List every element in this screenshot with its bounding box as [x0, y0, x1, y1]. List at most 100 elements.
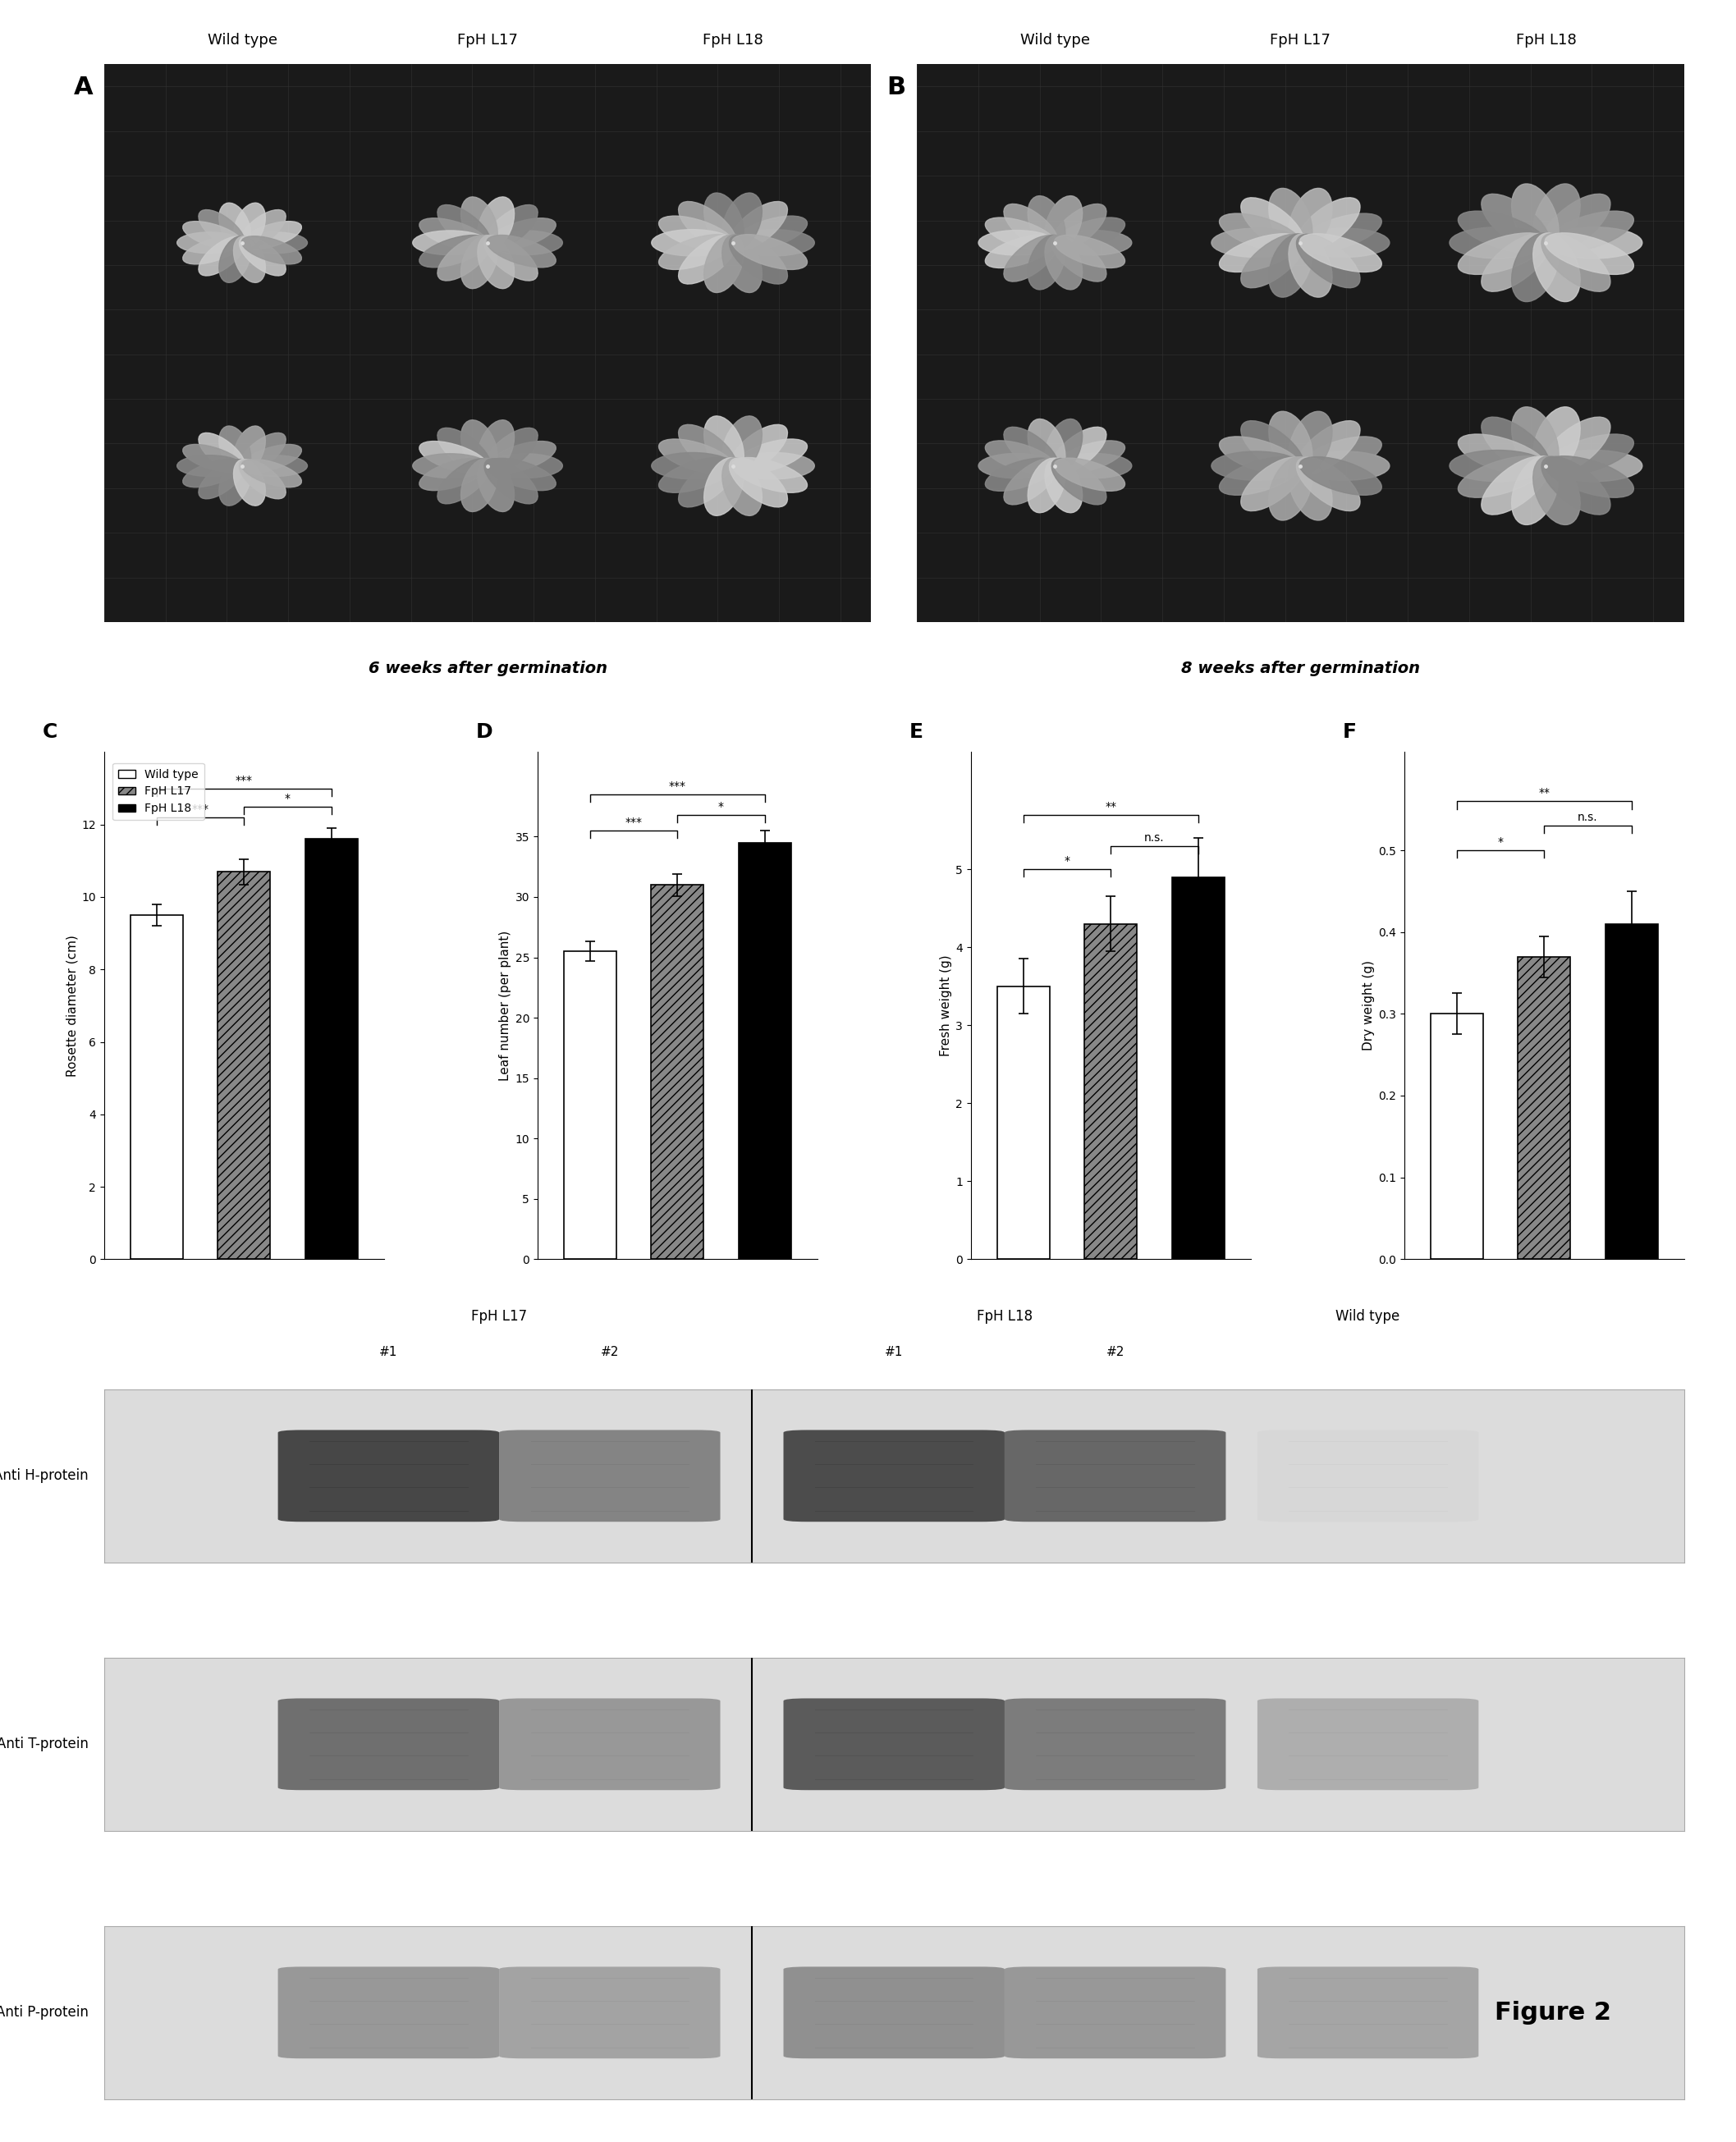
Ellipse shape	[1212, 452, 1300, 480]
Ellipse shape	[198, 433, 245, 471]
Ellipse shape	[182, 236, 243, 263]
Ellipse shape	[484, 428, 538, 473]
Text: Anti H-protein: Anti H-protein	[0, 1469, 89, 1482]
Ellipse shape	[486, 458, 556, 491]
Text: FpH L17: FpH L17	[1271, 32, 1332, 47]
Ellipse shape	[462, 420, 498, 473]
Ellipse shape	[413, 454, 488, 478]
Ellipse shape	[462, 458, 498, 512]
Bar	[306, 840, 358, 1259]
Ellipse shape	[722, 416, 762, 473]
Ellipse shape	[1512, 184, 1559, 253]
Ellipse shape	[486, 218, 556, 251]
Ellipse shape	[679, 201, 736, 251]
Ellipse shape	[219, 203, 252, 248]
Text: 8 weeks after germination: 8 weeks after germination	[1180, 662, 1420, 677]
Ellipse shape	[1219, 233, 1302, 272]
Ellipse shape	[658, 458, 734, 493]
Ellipse shape	[729, 201, 788, 251]
Ellipse shape	[651, 229, 733, 257]
Text: FpH L17: FpH L17	[457, 32, 517, 47]
Ellipse shape	[1288, 411, 1332, 476]
Ellipse shape	[679, 236, 736, 285]
Ellipse shape	[1269, 411, 1312, 476]
Ellipse shape	[1545, 435, 1634, 476]
Ellipse shape	[679, 458, 736, 508]
Ellipse shape	[1297, 456, 1359, 512]
Ellipse shape	[1028, 236, 1066, 289]
Ellipse shape	[733, 439, 807, 473]
Text: ***: ***	[236, 775, 252, 786]
Ellipse shape	[486, 441, 556, 473]
Ellipse shape	[1481, 418, 1550, 476]
Bar	[738, 842, 792, 1259]
Text: n.s.: n.s.	[1144, 831, 1165, 844]
Text: ***: ***	[625, 816, 642, 829]
Ellipse shape	[1512, 456, 1559, 525]
Ellipse shape	[1533, 233, 1580, 302]
Ellipse shape	[1055, 231, 1132, 255]
Ellipse shape	[979, 454, 1055, 478]
Text: E: E	[910, 722, 924, 741]
FancyBboxPatch shape	[783, 1699, 1005, 1791]
Ellipse shape	[1045, 420, 1082, 473]
Ellipse shape	[437, 236, 491, 281]
Ellipse shape	[234, 203, 266, 248]
Ellipse shape	[979, 231, 1055, 255]
Ellipse shape	[733, 216, 807, 251]
Ellipse shape	[240, 210, 286, 248]
Ellipse shape	[219, 236, 252, 283]
Text: A: A	[73, 75, 94, 99]
Ellipse shape	[243, 231, 307, 253]
Ellipse shape	[705, 416, 743, 473]
Ellipse shape	[437, 428, 491, 473]
Y-axis label: Fresh weight (g): Fresh weight (g)	[939, 955, 953, 1056]
Ellipse shape	[484, 206, 538, 251]
Ellipse shape	[733, 458, 807, 493]
Text: D: D	[476, 722, 493, 741]
Ellipse shape	[722, 233, 762, 293]
Ellipse shape	[484, 458, 538, 503]
Ellipse shape	[1052, 236, 1106, 281]
Ellipse shape	[651, 452, 733, 480]
Ellipse shape	[1054, 441, 1125, 473]
Text: #1: #1	[380, 1345, 398, 1358]
Ellipse shape	[1003, 203, 1059, 251]
FancyBboxPatch shape	[498, 1431, 720, 1521]
Ellipse shape	[1212, 229, 1300, 257]
Ellipse shape	[1542, 456, 1611, 514]
Ellipse shape	[1052, 426, 1106, 473]
Ellipse shape	[1219, 214, 1302, 253]
Ellipse shape	[484, 236, 538, 281]
Ellipse shape	[1458, 233, 1547, 274]
Ellipse shape	[1055, 454, 1132, 478]
Ellipse shape	[1219, 437, 1302, 476]
Ellipse shape	[1054, 458, 1125, 491]
Bar	[996, 985, 1050, 1259]
Ellipse shape	[658, 216, 734, 251]
Text: Wild type: Wild type	[1021, 32, 1090, 47]
Text: B: B	[887, 75, 906, 99]
Ellipse shape	[729, 458, 788, 508]
Ellipse shape	[658, 439, 734, 473]
Ellipse shape	[477, 197, 514, 251]
Ellipse shape	[1450, 227, 1545, 259]
Ellipse shape	[1481, 233, 1550, 291]
Ellipse shape	[1241, 197, 1304, 251]
Ellipse shape	[1533, 184, 1580, 253]
Ellipse shape	[1545, 227, 1642, 259]
Text: #2: #2	[601, 1345, 618, 1358]
Ellipse shape	[1545, 456, 1634, 497]
Ellipse shape	[705, 193, 743, 251]
Ellipse shape	[198, 210, 245, 248]
Text: Wild type: Wild type	[1337, 1309, 1399, 1324]
Text: FpH L18: FpH L18	[977, 1309, 1033, 1324]
FancyBboxPatch shape	[1257, 1431, 1479, 1521]
Ellipse shape	[1533, 407, 1580, 476]
Ellipse shape	[679, 424, 736, 473]
Text: **: **	[1106, 801, 1116, 812]
FancyBboxPatch shape	[783, 1431, 1005, 1521]
Ellipse shape	[182, 458, 243, 486]
Ellipse shape	[1003, 458, 1059, 506]
Ellipse shape	[1052, 203, 1106, 251]
